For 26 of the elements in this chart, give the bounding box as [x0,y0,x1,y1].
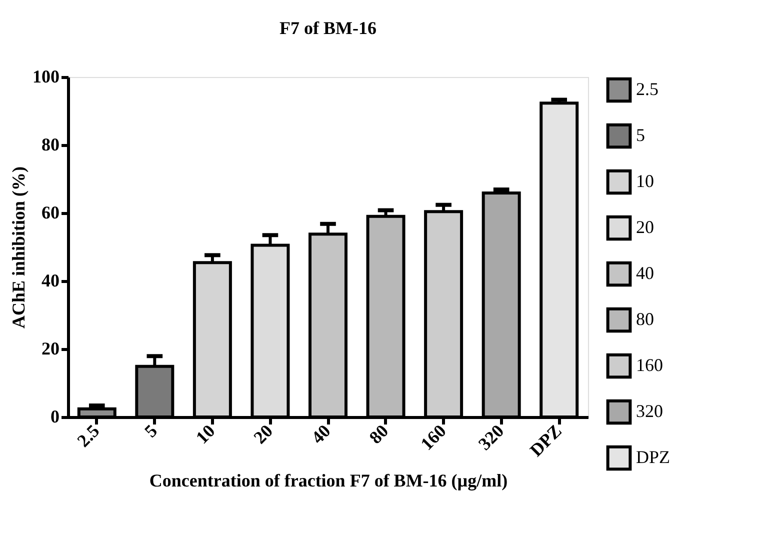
x-tick-label: 20 [250,420,277,448]
legend-label: 160 [636,355,663,375]
legend-label: 20 [636,217,654,237]
x-axis-title: Concentration of fraction F7 of BM-16 (µg/ml) [149,470,508,490]
y-axis-title: AChE inhibition (%) [8,166,28,329]
legend-label: 80 [636,309,654,329]
x-tick-label: 80 [365,420,392,448]
chart-title: F7 of BM-16 [280,18,376,38]
legend-label: 320 [636,401,663,421]
x-tick-label: 320 [474,420,508,454]
x-tick-label: 2.5 [73,420,104,451]
x-tick-label: 5 [140,420,162,442]
legend-label: 10 [636,171,654,191]
x-tick-label: 160 [416,420,450,454]
x-tick-label: 10 [192,420,219,448]
legend-label: 5 [636,125,645,145]
legend-label: 2.5 [636,79,658,99]
y-tick-label: 20 [42,338,60,358]
legend-label: DPZ [636,447,670,467]
y-tick-label: 80 [42,134,60,154]
x-tick-label: 40 [307,420,334,448]
legend-label: 40 [636,263,654,283]
y-tick-label: 100 [32,66,60,86]
y-tick-label: 40 [42,270,60,290]
y-tick-label: 60 [42,202,60,222]
y-tick-label: 0 [50,406,60,426]
